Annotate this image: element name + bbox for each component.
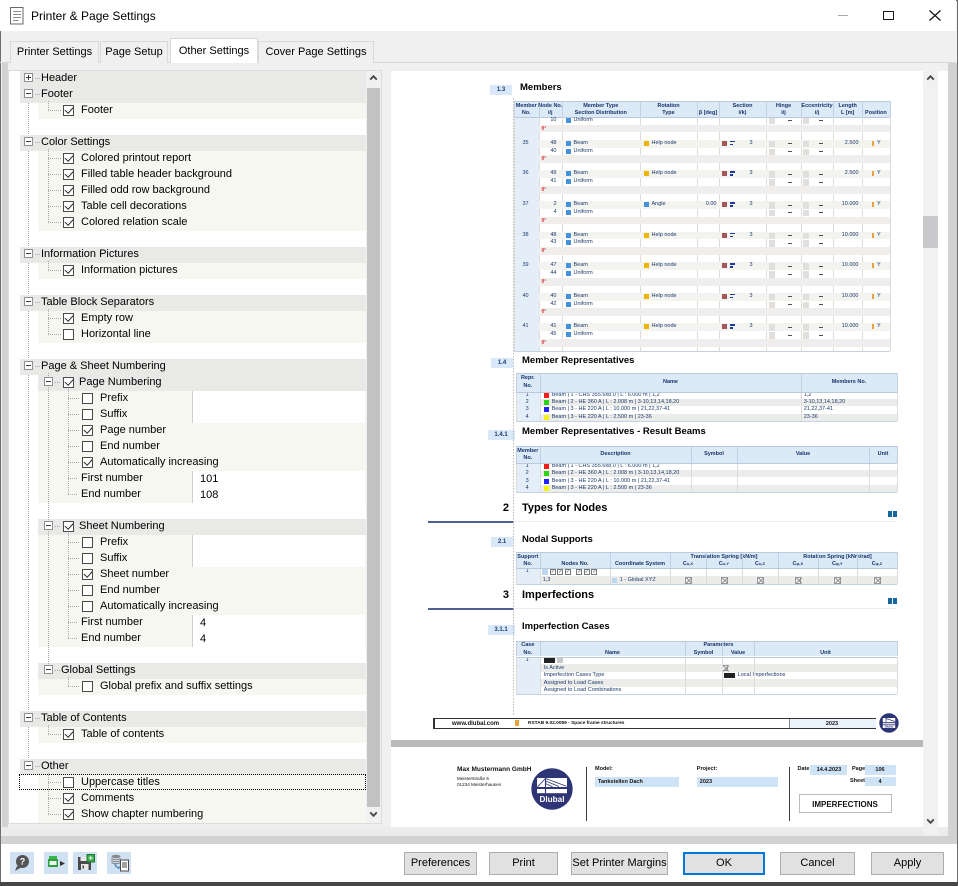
svg-text:Dlubal: Dlubal xyxy=(539,795,564,804)
svg-text:Dlubal: Dlubal xyxy=(885,725,894,729)
svg-text:?: ? xyxy=(20,857,26,867)
